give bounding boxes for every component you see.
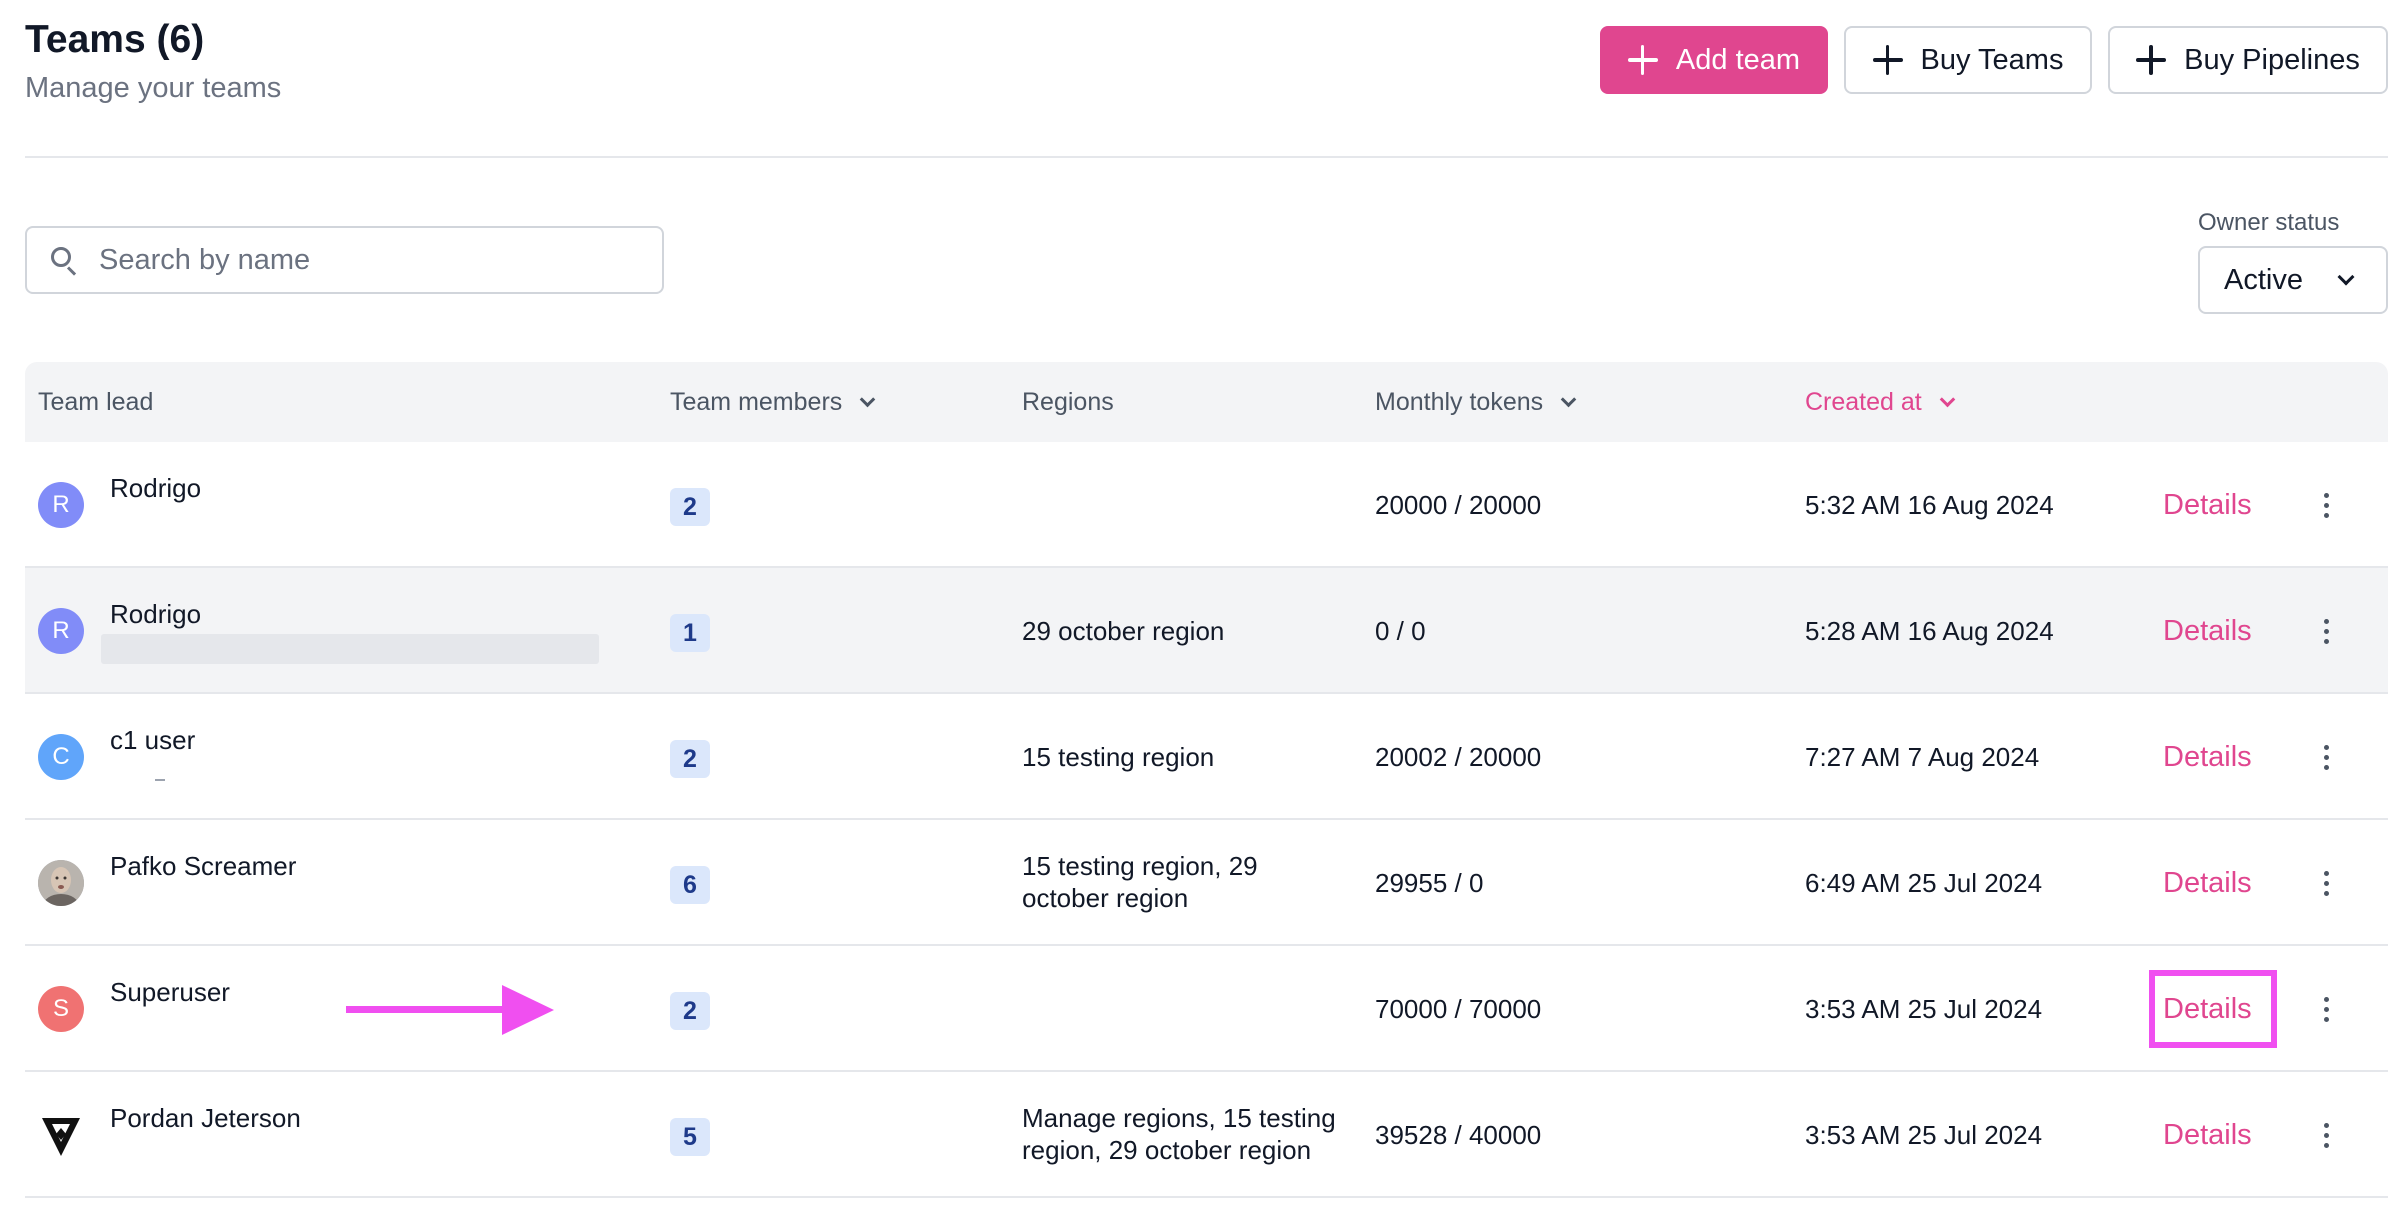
- monthly-tokens-cell: 70000 / 70000: [1375, 994, 1542, 1024]
- team-lead-name: Rodrigo: [110, 473, 202, 503]
- column-created-at-label: Created at: [1805, 387, 1922, 416]
- monthly-tokens-cell: 20000 / 20000: [1375, 490, 1542, 520]
- monthly-tokens-cell: 0 / 0: [1375, 616, 1426, 646]
- column-team-members-label: Team members: [670, 387, 843, 416]
- chevron-down-icon: [1939, 391, 1956, 407]
- avatar: R: [38, 482, 84, 528]
- regions-cell: 15 testing region, 29 october region: [1022, 851, 1258, 913]
- details-link[interactable]: Details: [2163, 993, 2252, 1025]
- team-members-badge: 5: [670, 1118, 710, 1156]
- monthly-tokens-cell: 29955 / 0: [1375, 868, 1484, 898]
- monthly-tokens-cell: 39528 / 40000: [1375, 1120, 1542, 1150]
- annotation-arrow: [346, 1006, 506, 1013]
- more-options-icon[interactable]: [2319, 1117, 2335, 1153]
- plus-icon: [1627, 45, 1658, 75]
- table-row[interactable]: Pordan Jeterson 5 Manage regions, 15 tes…: [25, 1072, 2388, 1198]
- owner-status-label: Owner status: [2198, 209, 2340, 236]
- table-row[interactable]: R Rodrigo 2 20000 / 20000 5:32 AM 16 Aug…: [25, 442, 2388, 568]
- chevron-down-icon: [2337, 268, 2355, 286]
- column-team-lead-label: Team lead: [38, 387, 154, 416]
- team-members-badge: 1: [670, 614, 710, 652]
- buy-teams-label: Buy Teams: [1920, 43, 2064, 76]
- buy-pipelines-button[interactable]: Buy Pipelines: [2108, 26, 2388, 94]
- table-row[interactable]: S Superuser 2 70000 / 70000 3:53 AM 25 J…: [25, 946, 2388, 1072]
- profile-photo-icon: [38, 860, 84, 906]
- more-options-icon[interactable]: [2319, 487, 2335, 523]
- created-at-cell: 7:27 AM 7 Aug 2024: [1805, 742, 2040, 772]
- details-link[interactable]: Details: [2163, 615, 2252, 647]
- team-lead-name: Superuser: [110, 977, 230, 1007]
- details-link[interactable]: Details: [2163, 867, 2252, 899]
- page-subtitle: Manage your teams: [25, 72, 282, 104]
- team-lead-name: Pordan Jeterson: [110, 1103, 301, 1133]
- buy-teams-button[interactable]: Buy Teams: [1844, 26, 2092, 94]
- annotation-arrow-head: [502, 985, 554, 1035]
- more-options-icon[interactable]: [2319, 991, 2335, 1027]
- column-monthly-tokens[interactable]: Monthly tokens: [1375, 362, 1577, 442]
- column-regions: Regions: [1022, 362, 1114, 442]
- team-members-badge: 2: [670, 740, 710, 778]
- page-title: Teams (6): [25, 18, 205, 61]
- column-monthly-tokens-label: Monthly tokens: [1375, 387, 1544, 416]
- more-options-icon[interactable]: [2319, 613, 2335, 649]
- avatar: [38, 860, 84, 906]
- created-at-cell: 5:28 AM 16 Aug 2024: [1805, 616, 2054, 646]
- more-options-icon[interactable]: [2319, 739, 2335, 775]
- buy-pipelines-label: Buy Pipelines: [2184, 43, 2360, 76]
- table-header: Team lead Team members Regions Monthly t…: [25, 362, 2388, 442]
- team-lead-name: Pafko Screamer: [110, 851, 297, 881]
- team-lead-name: c1 user: [110, 725, 196, 755]
- regions-cell: 15 testing region: [1022, 742, 1215, 772]
- header-divider: [25, 156, 2388, 158]
- plus-icon: [1872, 45, 1903, 75]
- column-regions-label: Regions: [1022, 387, 1114, 416]
- monthly-tokens-cell: 20002 / 20000: [1375, 742, 1542, 772]
- avatar: [38, 1112, 84, 1158]
- annotation-highlight-box: [2149, 970, 2277, 1048]
- team-lead-name: Rodrigo: [110, 599, 202, 629]
- more-options-icon[interactable]: [2319, 865, 2335, 901]
- avatar: C: [38, 734, 84, 780]
- column-created-at[interactable]: Created at: [1805, 362, 1956, 442]
- created-at-cell: 5:32 AM 16 Aug 2024: [1805, 490, 2054, 520]
- owner-status-select[interactable]: Active: [2198, 246, 2388, 314]
- logo-icon: [42, 1118, 80, 1156]
- created-at-cell: 3:53 AM 25 Jul 2024: [1805, 1120, 2043, 1150]
- column-team-lead: Team lead: [38, 362, 153, 442]
- column-team-members[interactable]: Team members: [670, 362, 876, 442]
- table-row[interactable]: R Rodrigo 1 29 october region 0 / 0 5:28…: [25, 568, 2388, 694]
- redacted-email: [155, 779, 165, 781]
- team-members-badge: 2: [670, 992, 710, 1030]
- plus-icon: [2136, 45, 2167, 75]
- table-row[interactable]: C c1 user 2 15 testing region 20002 / 20…: [25, 694, 2388, 820]
- owner-status-value: Active: [2224, 263, 2303, 296]
- add-team-button[interactable]: Add team: [1600, 26, 1828, 94]
- team-members-badge: 6: [670, 866, 710, 904]
- details-link[interactable]: Details: [2163, 1119, 2252, 1151]
- search-box[interactable]: [25, 226, 664, 294]
- regions-cell: Manage regions, 15 testing region, 29 oc…: [1022, 1103, 1336, 1165]
- details-link[interactable]: Details: [2163, 489, 2252, 521]
- details-link[interactable]: Details: [2163, 741, 2252, 773]
- avatar: S: [38, 986, 84, 1032]
- table-row[interactable]: Pafko Screamer 6 15 testing region, 29 o…: [25, 820, 2388, 946]
- redacted-email: [101, 634, 599, 664]
- search-icon: [49, 245, 79, 276]
- regions-cell: 29 october region: [1022, 616, 1225, 646]
- avatar: R: [38, 608, 84, 654]
- team-members-badge: 2: [670, 488, 710, 526]
- created-at-cell: 3:53 AM 25 Jul 2024: [1805, 994, 2043, 1024]
- chevron-down-icon: [1560, 391, 1577, 407]
- chevron-down-icon: [859, 391, 876, 407]
- created-at-cell: 6:49 AM 25 Jul 2024: [1805, 868, 2043, 898]
- search-input[interactable]: [99, 243, 639, 277]
- add-team-label: Add team: [1675, 43, 1801, 76]
